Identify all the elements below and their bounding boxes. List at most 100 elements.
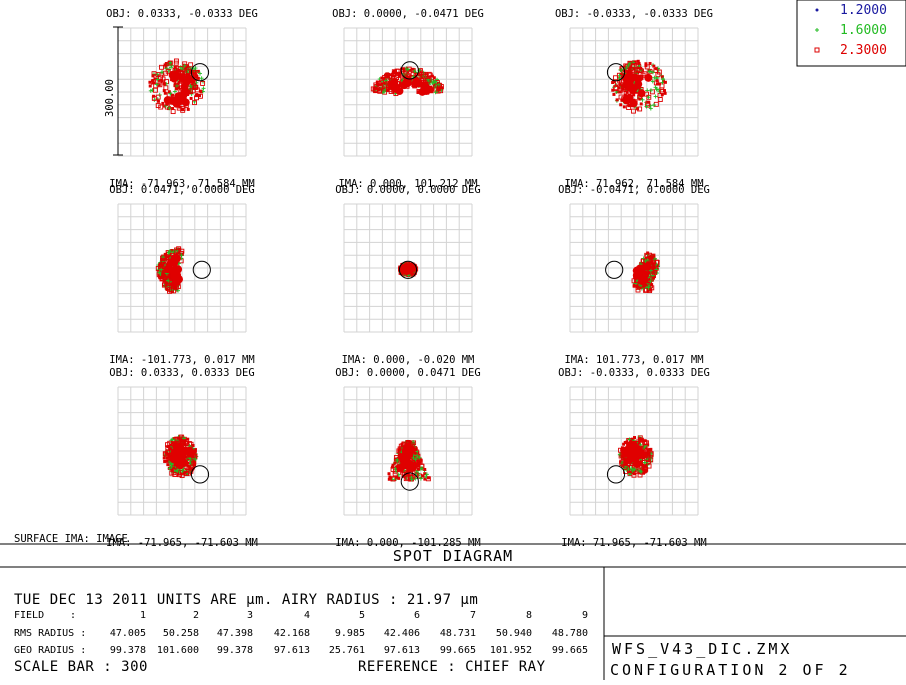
ray-mark	[644, 440, 649, 446]
ray-mark	[155, 77, 160, 82]
ray-mark	[159, 262, 163, 266]
ray-mark	[411, 67, 415, 71]
ray-mark	[176, 472, 180, 476]
ray-mark	[409, 475, 414, 480]
ray-mark	[167, 255, 171, 259]
ray-mark	[629, 65, 633, 69]
ray-mark	[653, 85, 658, 90]
ray-mark	[642, 445, 647, 450]
ray-mark	[168, 447, 172, 451]
ray-mark	[412, 468, 416, 472]
ray-mark	[182, 63, 187, 68]
ray-mark	[629, 71, 633, 75]
ray-mark	[148, 84, 152, 88]
ray-mark	[376, 87, 382, 93]
ray-mark	[387, 472, 391, 476]
ray-mark	[619, 72, 623, 76]
ray-mark	[194, 94, 198, 98]
ray-mark	[660, 75, 664, 79]
ray-mark	[440, 86, 444, 90]
ray-mark	[396, 463, 405, 472]
ray-mark	[644, 62, 648, 66]
ray-mark	[655, 79, 659, 83]
ray-mark	[166, 276, 170, 280]
ray-mark	[636, 59, 640, 63]
ray-mark	[162, 89, 166, 93]
ray-mark	[163, 459, 167, 463]
ray-mark	[172, 466, 176, 470]
ray-mark	[155, 72, 161, 78]
spot-points	[155, 246, 185, 294]
ray-mark	[624, 66, 629, 71]
ray-mark	[621, 87, 625, 91]
ray-mark	[186, 464, 190, 468]
ray-mark	[196, 69, 200, 73]
ray-mark	[189, 96, 193, 100]
ray-mark	[191, 69, 197, 75]
ray-mark	[167, 106, 172, 111]
chart-title: SPOT DIAGRAM	[393, 547, 513, 565]
ray-mark	[655, 72, 661, 78]
ray-mark	[626, 70, 630, 74]
ray-mark	[406, 66, 412, 72]
ray-mark	[383, 76, 387, 80]
ray-mark	[423, 73, 429, 79]
ray-mark	[642, 284, 646, 288]
ray-mark	[160, 259, 164, 263]
obj-label: OBJ: 0.0000, 0.0000 DEG	[335, 184, 480, 196]
ray-mark	[162, 82, 166, 86]
ray-mark	[621, 455, 625, 459]
ray-mark	[391, 74, 395, 78]
ray-mark	[165, 451, 169, 455]
ray-mark	[167, 466, 172, 471]
ray-mark	[655, 87, 660, 92]
ray-mark	[632, 467, 637, 472]
ray-mark	[165, 68, 171, 74]
ray-mark	[152, 81, 156, 85]
field-number: 2	[193, 610, 199, 621]
ray-mark	[188, 62, 194, 68]
ray-mark	[414, 453, 419, 458]
ray-mark	[611, 88, 615, 92]
ray-mark	[173, 58, 179, 64]
spot-plot-6: OBJ: -0.0471, 0.0000 DEG IMA: 101.773, 0.…	[558, 184, 710, 366]
rms-row-label: RMS RADIUS :	[14, 628, 86, 639]
ray-mark	[618, 82, 622, 86]
ray-mark	[176, 97, 185, 106]
legend: 1.2000 1.6000 2.3000	[814, 3, 887, 58]
spot-plots: OBJ: 0.0333, -0.0333 DEG IMA: -71.963, 71…	[106, 8, 713, 549]
ima-label: IMA: -71.965, -71.603 MM	[106, 537, 258, 549]
ray-mark	[184, 74, 193, 83]
ray-mark	[657, 97, 663, 102]
ray-mark	[174, 437, 180, 442]
ray-mark	[622, 82, 626, 86]
legend-entry: 1.6000	[840, 23, 887, 38]
ray-mark	[632, 271, 641, 280]
ray-mark	[637, 61, 641, 65]
ray-mark	[153, 77, 157, 81]
ray-mark	[624, 446, 633, 455]
ray-mark	[167, 90, 171, 94]
ray-mark	[162, 278, 166, 282]
ray-mark	[430, 74, 434, 78]
ray-mark	[644, 252, 650, 258]
ray-mark	[172, 253, 181, 262]
ray-mark	[646, 285, 651, 290]
ray-mark	[166, 62, 171, 67]
airy-disk	[400, 472, 419, 491]
scale-bar: 300.00	[104, 26, 123, 156]
ray-mark	[436, 82, 441, 87]
ray-mark	[650, 70, 655, 75]
ray-mark	[165, 450, 171, 456]
ray-mark	[432, 76, 436, 80]
legend-marker	[815, 28, 819, 32]
field-row-separator: :	[70, 610, 76, 621]
ray-mark	[629, 453, 638, 462]
ray-mark	[654, 67, 658, 71]
ray-mark	[380, 76, 384, 80]
spot-points	[617, 435, 654, 478]
ray-mark	[165, 273, 171, 279]
ray-mark	[433, 90, 438, 95]
ray-mark	[176, 447, 185, 456]
ray-mark	[400, 67, 405, 73]
